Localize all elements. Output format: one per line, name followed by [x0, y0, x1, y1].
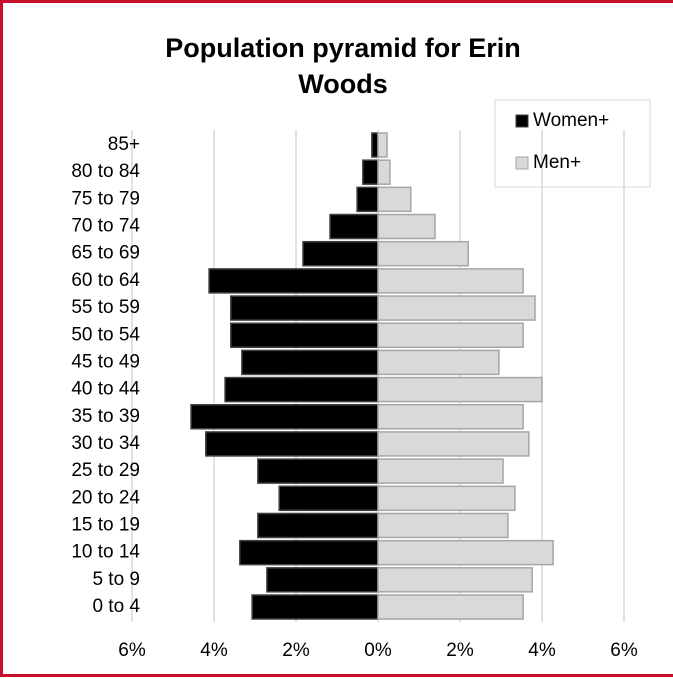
bar — [208, 268, 379, 294]
bar — [230, 295, 379, 321]
bar — [377, 322, 524, 348]
bar — [257, 512, 379, 539]
bar — [377, 240, 469, 267]
y-tick-label: 70 to 74 — [71, 216, 140, 237]
bar — [251, 594, 379, 620]
bar — [239, 539, 379, 566]
bar — [377, 485, 516, 512]
x-tick-label: 6% — [118, 640, 146, 661]
bar — [377, 295, 536, 321]
y-tick-label: 35 to 39 — [71, 406, 140, 427]
legend-swatch — [515, 114, 529, 128]
y-tick-label: 80 to 84 — [71, 161, 140, 182]
bar — [377, 213, 436, 240]
bar — [377, 349, 500, 376]
chart-title: Population pyramid for Erin Woods — [165, 33, 521, 99]
bar — [377, 268, 524, 294]
bar — [302, 240, 379, 267]
bar — [230, 322, 379, 348]
bar — [377, 132, 388, 158]
bar — [266, 567, 379, 593]
y-tick-label: 85+ — [108, 134, 140, 155]
y-tick-label: 20 to 24 — [71, 487, 140, 508]
bar — [377, 159, 391, 185]
legend-label: Men+ — [533, 152, 581, 173]
bar — [257, 458, 379, 484]
x-tick-label: 4% — [528, 640, 556, 661]
bar — [377, 458, 504, 484]
bar — [377, 567, 533, 593]
y-tick-label: 10 to 14 — [71, 542, 140, 563]
y-tick-label: 75 to 79 — [71, 188, 140, 209]
y-tick-label: 30 to 34 — [71, 433, 140, 454]
bar — [224, 376, 379, 403]
x-tick-label: 0% — [364, 640, 392, 661]
y-tick-label: 15 to 19 — [71, 514, 140, 535]
bar — [377, 376, 543, 403]
legend-label: Women+ — [533, 110, 609, 131]
y-tick-label: 50 to 54 — [71, 324, 140, 345]
y-tick-label: 65 to 69 — [71, 243, 140, 264]
bar — [377, 594, 524, 620]
bar — [377, 404, 524, 430]
x-tick-label: 4% — [200, 640, 228, 661]
bar — [377, 431, 530, 457]
bar — [241, 349, 379, 376]
x-tick-label: 2% — [282, 640, 310, 661]
y-tick-label: 40 to 44 — [71, 379, 140, 400]
x-tick-label: 6% — [610, 640, 638, 661]
bar — [278, 485, 379, 512]
bar — [377, 186, 412, 213]
bar — [356, 186, 379, 213]
y-tick-label: 0 to 4 — [92, 596, 140, 617]
y-tick-label: 55 to 59 — [71, 297, 140, 318]
bar — [377, 539, 554, 566]
bar — [371, 132, 379, 158]
bar — [329, 213, 379, 240]
bar — [190, 404, 379, 430]
y-tick-label: 25 to 29 — [71, 460, 140, 481]
y-tick-label: 5 to 9 — [92, 569, 140, 590]
bar — [377, 512, 509, 539]
y-tick-label: 60 to 64 — [71, 270, 140, 291]
bar — [205, 431, 379, 457]
x-tick-label: 2% — [446, 640, 474, 661]
y-tick-label: 45 to 49 — [71, 351, 140, 372]
bar — [362, 159, 379, 185]
legend-swatch — [515, 156, 529, 170]
